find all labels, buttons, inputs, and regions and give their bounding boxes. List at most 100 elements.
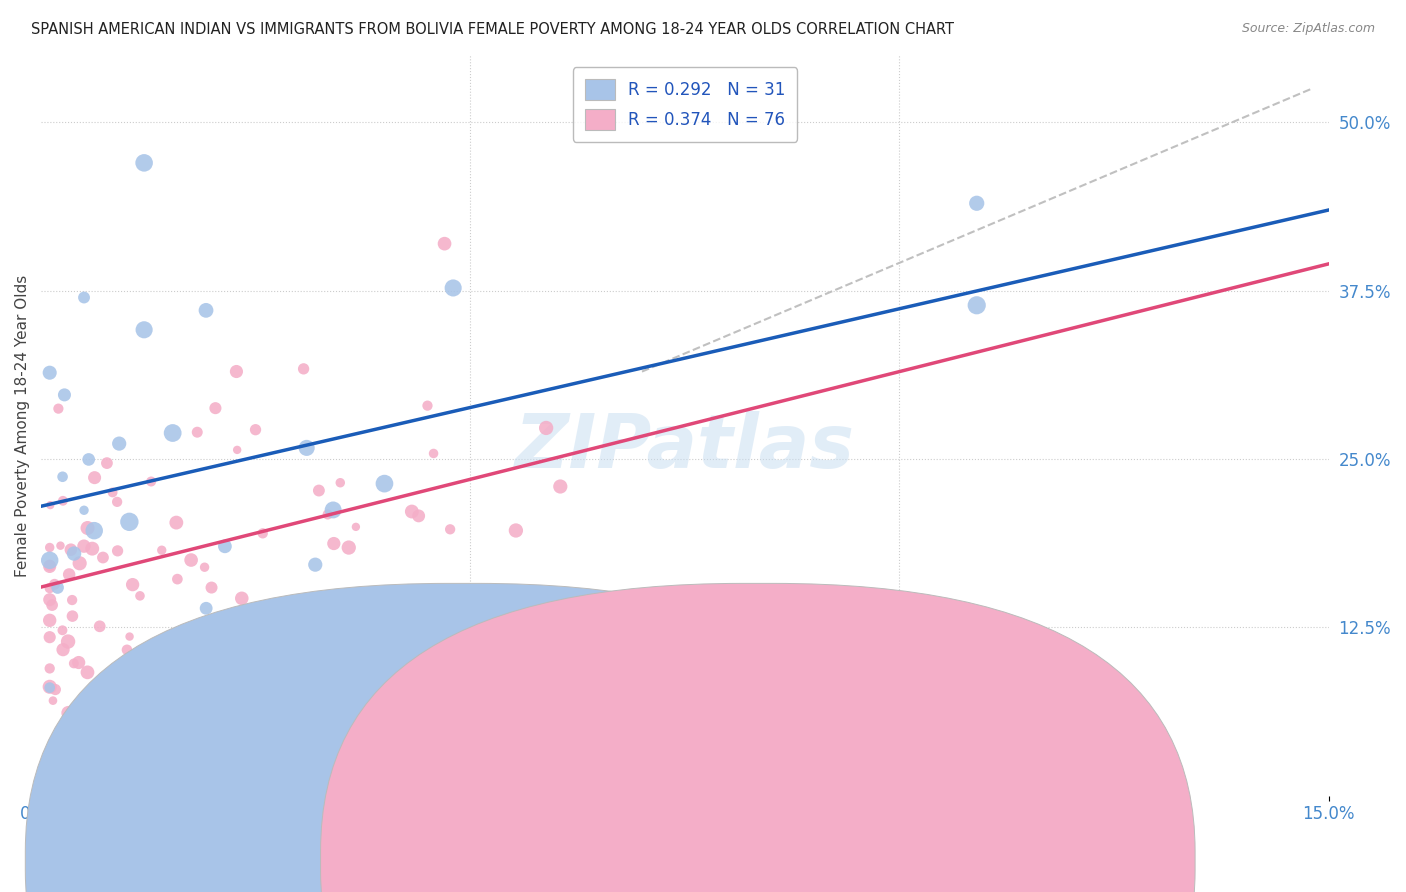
Text: Source: ZipAtlas.com: Source: ZipAtlas.com [1241, 22, 1375, 36]
Point [63, 547, 86, 561]
Point [53, 388, 76, 402]
Point [38, 661, 60, 675]
Point [38, 558, 60, 573]
Text: ZIPatlas: ZIPatlas [515, 411, 855, 484]
Point [373, 476, 395, 491]
Point [150, 543, 173, 558]
Point [58, 706, 80, 720]
Point [51, 624, 73, 638]
Point [77, 452, 100, 467]
Point [38, 613, 60, 627]
Point [73, 539, 96, 553]
Point [39, 498, 62, 512]
Point [72, 715, 94, 730]
Point [186, 425, 208, 440]
Point [89, 619, 111, 633]
Point [344, 520, 367, 534]
Point [82, 541, 104, 556]
Point [252, 526, 274, 541]
Point [38, 592, 60, 607]
Point [59, 542, 82, 557]
Point [41, 598, 63, 612]
Point [966, 298, 988, 312]
Text: SPANISH AMERICAN INDIAN VS IMMIGRANTS FROM BOLIVIA FEMALE POVERTY AMONG 18-24 YE: SPANISH AMERICAN INDIAN VS IMMIGRANTS FR… [31, 22, 953, 37]
Point [329, 475, 352, 490]
Point [52, 642, 75, 657]
Point [534, 421, 557, 435]
Point [52, 493, 75, 508]
Point [105, 495, 128, 509]
Text: Immigrants from Bolivia: Immigrants from Bolivia [801, 848, 986, 863]
Point [118, 515, 141, 529]
Point [132, 156, 155, 170]
Point [118, 630, 141, 644]
Point [142, 663, 165, 677]
Point [115, 643, 138, 657]
Point [422, 446, 444, 460]
Point [44, 577, 66, 591]
Point [226, 442, 249, 457]
Point [38, 680, 60, 694]
Point [245, 423, 267, 437]
Point [505, 524, 527, 538]
Point [73, 291, 96, 305]
Point [108, 436, 131, 450]
Point [204, 401, 226, 416]
Point [38, 630, 60, 644]
Point [38, 681, 60, 695]
Point [180, 553, 202, 567]
Point [322, 536, 344, 550]
Point [63, 657, 86, 671]
Point [46, 581, 69, 595]
Point [107, 544, 129, 558]
Point [76, 521, 98, 535]
Point [194, 560, 217, 574]
Point [38, 541, 60, 555]
Point [60, 593, 83, 607]
Point [49, 539, 72, 553]
Point [38, 366, 60, 380]
Point [308, 483, 330, 498]
Point [408, 508, 430, 523]
Point [439, 522, 461, 536]
Point [139, 475, 162, 489]
Point [316, 508, 339, 522]
Point [200, 581, 222, 595]
Point [322, 503, 344, 517]
Point [69, 556, 91, 570]
Point [38, 559, 60, 574]
Point [427, 672, 450, 686]
Point [48, 401, 70, 416]
Point [219, 748, 242, 763]
Point [52, 469, 75, 483]
Point [121, 577, 143, 591]
Text: Spanish American Indians: Spanish American Indians [520, 848, 718, 863]
Point [56, 634, 79, 648]
Point [295, 441, 318, 455]
Point [401, 504, 423, 518]
Point [91, 550, 114, 565]
Point [225, 365, 247, 379]
Y-axis label: Female Poverty Among 18-24 Year Olds: Female Poverty Among 18-24 Year Olds [15, 275, 30, 576]
Point [304, 558, 326, 572]
Point [550, 479, 572, 493]
Point [42, 693, 65, 707]
Point [67, 656, 90, 670]
Point [73, 503, 96, 517]
Point [132, 323, 155, 337]
Point [76, 665, 98, 680]
Point [83, 470, 105, 484]
Point [337, 541, 360, 555]
Point [62, 609, 84, 624]
Point [195, 303, 218, 318]
Point [416, 399, 439, 413]
Point [441, 281, 464, 295]
Point [77, 721, 100, 735]
Point [38, 581, 60, 595]
Point [101, 485, 124, 500]
Point [292, 681, 315, 696]
Point [48, 748, 70, 763]
Point [38, 553, 60, 567]
Point [214, 539, 236, 553]
Legend: R = 0.292   N = 31, R = 0.374   N = 76: R = 0.292 N = 31, R = 0.374 N = 76 [572, 67, 797, 142]
